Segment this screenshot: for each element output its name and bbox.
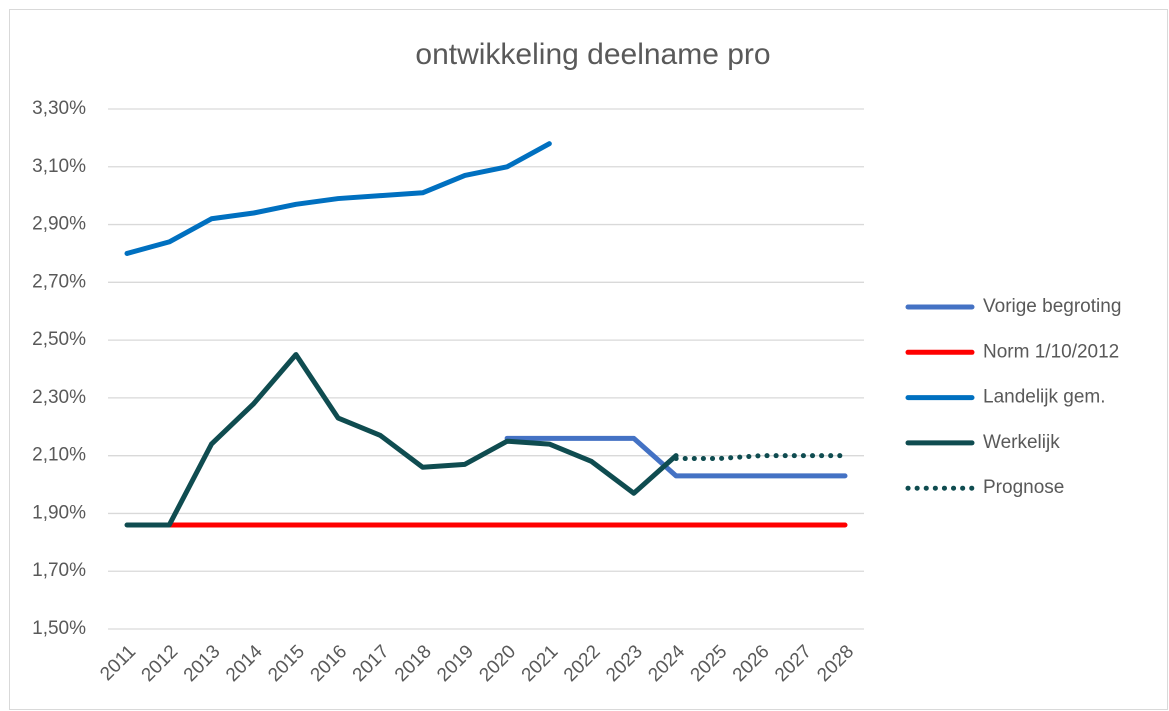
line-series bbox=[673, 453, 848, 462]
legend-label: Werkelijk bbox=[983, 432, 1060, 453]
chart-frame bbox=[9, 9, 1168, 710]
y-tick-label: 2,30% bbox=[32, 387, 86, 408]
y-tick-label: 3,30% bbox=[32, 98, 86, 119]
legend-label: Prognose bbox=[983, 477, 1064, 498]
y-tick-label: 2,90% bbox=[32, 214, 86, 235]
y-tick-label: 1,50% bbox=[32, 618, 86, 639]
legend-label: Norm 1/10/2012 bbox=[983, 341, 1119, 362]
line-series bbox=[124, 141, 552, 256]
y-tick-label: 3,10% bbox=[32, 156, 86, 177]
y-tick-label: 2,50% bbox=[32, 329, 86, 350]
legend-label: Vorige begroting bbox=[983, 296, 1121, 317]
y-tick-label: 2,10% bbox=[32, 445, 86, 466]
line-series bbox=[504, 435, 848, 479]
y-tick-label: 1,90% bbox=[32, 502, 86, 523]
y-tick-label: 2,70% bbox=[32, 271, 86, 292]
legend-label: Landelijk gem. bbox=[983, 387, 1106, 408]
y-tick-label: 1,70% bbox=[32, 560, 86, 581]
line-series bbox=[124, 352, 679, 528]
chart-title: ontwikkeling deelname pro bbox=[415, 38, 770, 71]
